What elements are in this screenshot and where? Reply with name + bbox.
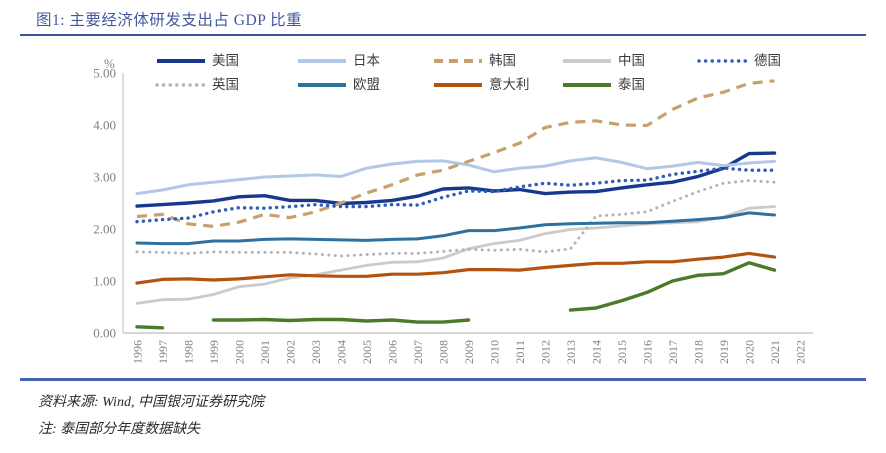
source-text: 资料来源: Wind, 中国银河证券研究院	[38, 395, 264, 410]
legend-item-us: 美国	[155, 53, 239, 69]
y-tick-label: 0.00	[93, 326, 116, 341]
y-tick-label: 2.00	[93, 222, 116, 237]
y-axis-unit-label: %	[104, 56, 115, 71]
legend-item-italy: 意大利	[432, 77, 530, 93]
x-tick-label: 2009	[462, 340, 476, 364]
series-line-japan	[135, 156, 776, 196]
series-line-italy	[135, 251, 777, 285]
x-tick-label: 2008	[437, 340, 451, 364]
x-tick-label: 2014	[590, 340, 604, 364]
figure-title: 图1: 主要经济体研发支出占 GDP 比重	[36, 12, 303, 29]
x-tick-label: 2019	[717, 340, 731, 364]
legend-item-uk: 英国	[155, 77, 239, 93]
legend-swatch-us	[157, 59, 205, 63]
y-tick-label: 5.00	[93, 66, 116, 81]
series-line-eu	[135, 211, 776, 246]
x-tick-label: 2004	[335, 340, 349, 364]
legend-swatch-italy	[434, 83, 482, 87]
series-line-uk	[135, 179, 776, 258]
x-tick-label: 2007	[411, 340, 425, 364]
x-tick-label: 2012	[539, 340, 553, 364]
y-tick-label: 4.00	[93, 118, 116, 133]
series-line-us	[135, 151, 777, 208]
legend-label-uk: 英国	[212, 77, 239, 92]
chart-legend: 美国 日本 韩国 中国 德国英国 欧盟 意大利 泰国	[0, 0, 886, 100]
x-tick-label: 1999	[207, 340, 221, 364]
note-text: 注: 泰国部分年度数据缺失	[38, 422, 201, 437]
y-tick-label: 1.00	[93, 274, 116, 289]
x-tick-label: 2003	[309, 340, 323, 364]
x-tick-label: 1998	[182, 340, 196, 364]
legend-swatch-thailand	[563, 83, 611, 87]
x-tick-label: 2002	[284, 340, 298, 364]
legend-label-japan: 日本	[353, 53, 380, 68]
x-tick-label: 2006	[386, 340, 400, 364]
x-tick-label: 2001	[258, 340, 272, 364]
legend-label-us: 美国	[212, 53, 239, 68]
x-tick-label: 2017	[666, 340, 680, 364]
legend-label-thailand: 泰国	[618, 77, 645, 92]
series-line-thailand	[135, 261, 777, 330]
x-tick-label: 1997	[156, 340, 170, 364]
legend-label-eu: 欧盟	[353, 77, 380, 92]
legend-item-eu: 欧盟	[296, 77, 380, 93]
series-line-germany	[135, 166, 777, 224]
x-tick-label: 2016	[641, 340, 655, 364]
legend-item-japan: 日本	[296, 53, 380, 69]
x-tick-label: 2021	[768, 340, 782, 364]
x-tick-label: 2010	[488, 340, 502, 364]
x-tick-label: 2022	[794, 340, 808, 364]
legend-swatch-eu	[298, 83, 346, 87]
legend-label-italy: 意大利	[489, 77, 530, 92]
legend-item-germany: 德国	[697, 53, 781, 69]
legend-swatch-germany	[697, 59, 749, 63]
legend-swatch-korea	[434, 59, 482, 63]
x-tick-label: 2013	[564, 340, 578, 364]
title-divider	[20, 34, 866, 36]
x-tick-label: 1996	[131, 340, 145, 364]
legend-label-china: 中国	[618, 53, 645, 68]
x-tick-label: 2018	[692, 340, 706, 364]
legend-item-thailand: 泰国	[561, 77, 645, 93]
x-tick-label: 2011	[513, 340, 527, 364]
legend-swatch-china	[563, 59, 611, 63]
legend-item-korea: 韩国	[432, 53, 516, 69]
x-tick-label: 2015	[615, 340, 629, 364]
legend-label-korea: 韩国	[489, 53, 516, 68]
legend-swatch-uk	[155, 83, 207, 87]
x-tick-label: 2005	[360, 340, 374, 364]
legend-item-china: 中国	[561, 53, 645, 69]
legend-swatch-japan	[298, 59, 346, 63]
bottom-divider	[20, 378, 866, 381]
series-line-korea	[136, 79, 775, 228]
legend-label-germany: 德国	[754, 53, 781, 68]
x-tick-label: 2020	[743, 340, 757, 364]
y-tick-label: 3.00	[93, 170, 116, 185]
x-tick-label: 2000	[233, 340, 247, 364]
